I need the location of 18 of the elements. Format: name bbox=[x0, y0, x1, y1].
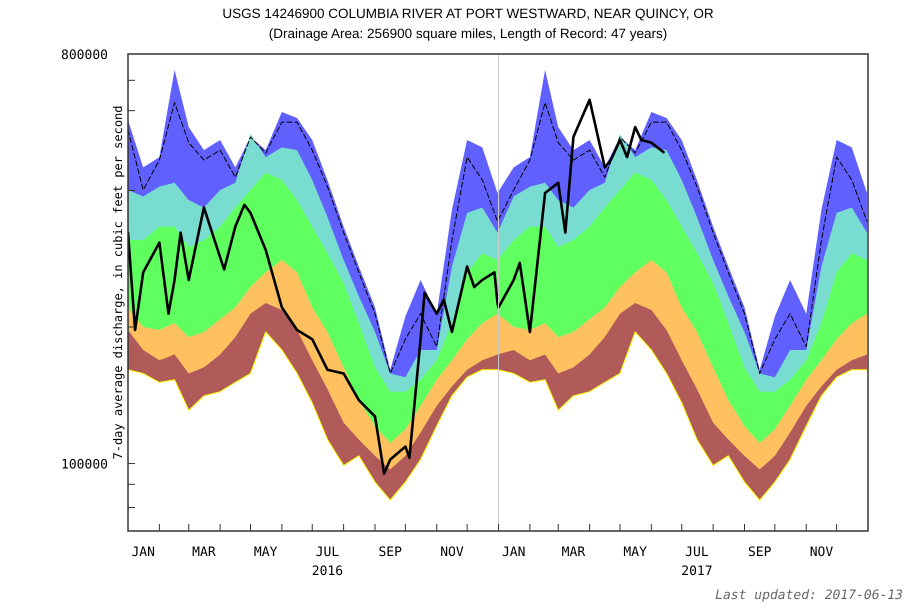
x-tick-label: SEP bbox=[748, 545, 772, 560]
x-tick-label: JUL 2017 bbox=[681, 545, 713, 579]
x-tick-label: MAR bbox=[192, 545, 216, 560]
x-tick-label: MAY bbox=[623, 545, 648, 560]
chart-title: USGS 14246900 COLUMBIA RIVER AT PORT WESTWARD, NEAR QUINCY, OR bbox=[222, 6, 714, 21]
chart-subtitle: (Drainage Area: 256900 square miles, Length of Record: 47 years) bbox=[268, 26, 668, 41]
y-tick-label: 100000 bbox=[61, 458, 108, 473]
x-tick-label: JAN bbox=[131, 545, 155, 560]
x-tick-label: JUL 2016 bbox=[312, 545, 344, 579]
x-tick-label: NOV bbox=[440, 545, 464, 560]
x-tick-label: MAY bbox=[254, 545, 278, 560]
x-tick-label: JAN bbox=[502, 545, 526, 560]
text: Last updated: 2017-06-13 bbox=[715, 588, 903, 603]
y-axis-title: 7-day average discharge, in cubic feet per second bbox=[111, 105, 125, 460]
y-tick-label: 800000 bbox=[61, 48, 108, 63]
x-tick-label: SEP bbox=[378, 545, 402, 560]
x-tick-label: NOV bbox=[810, 545, 834, 560]
x-tick-label: MAR bbox=[562, 545, 586, 560]
